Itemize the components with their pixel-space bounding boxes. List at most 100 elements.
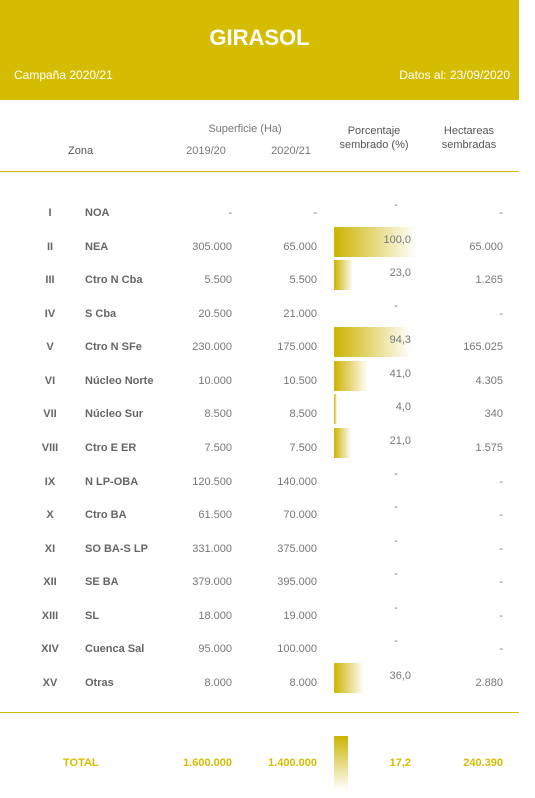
zone: NEA — [85, 240, 109, 253]
row-number: V — [46, 341, 54, 354]
pct-value: - — [394, 299, 398, 312]
col-header: Porcentaje sembrado (%) — [339, 125, 409, 151]
row-number: IX — [44, 475, 56, 488]
row-number: I — [48, 207, 52, 219]
value: 7.500 — [204, 441, 232, 454]
rule — [0, 712, 519, 713]
value: 8.000 — [289, 676, 317, 689]
value: 10.000 — [198, 374, 232, 387]
date: Datos al: 23/09/2020 — [399, 68, 510, 82]
total-label: TOTAL — [63, 757, 99, 769]
pct-bar — [334, 327, 412, 358]
value: - — [313, 207, 317, 219]
pct-value: - — [394, 534, 398, 547]
value: 140.000 — [277, 475, 317, 488]
value: 8.500 — [204, 408, 232, 421]
row-number: III — [45, 274, 55, 287]
value: 19.000 — [283, 609, 317, 622]
row-number: VII — [43, 408, 57, 421]
value: 165.025 — [463, 341, 503, 354]
pct-bar — [334, 427, 352, 458]
row-number: X — [46, 509, 54, 522]
value: 95.000 — [198, 643, 232, 656]
value: 20.500 — [198, 307, 232, 320]
rule — [0, 171, 519, 172]
pct-value: - — [394, 199, 398, 211]
pct-value: 23,0 — [389, 267, 411, 280]
value: - — [499, 307, 503, 320]
header-band — [0, 0, 519, 100]
value: 5.500 — [289, 274, 317, 287]
pct-bar — [334, 736, 349, 790]
pct-value: 21,0 — [389, 434, 411, 447]
title: GIRASOL — [209, 25, 310, 50]
total-value: 1.600.000 — [183, 757, 232, 769]
value: 8.000 — [204, 676, 232, 689]
pct-bar — [334, 394, 338, 425]
col-header: Superficie (Ha) — [208, 123, 282, 135]
pct-value: 36,0 — [389, 669, 411, 682]
zone: Ctro N SFe — [85, 341, 142, 354]
zone: Otras — [85, 676, 114, 689]
value: 100.000 — [277, 643, 317, 656]
row-number: XIII — [41, 609, 59, 622]
zone: SE BA — [85, 576, 119, 589]
pct-value: - — [394, 501, 398, 514]
row-number: IV — [44, 307, 56, 320]
value: 120.500 — [192, 475, 232, 488]
row-number: XIV — [41, 643, 59, 656]
value: 65.000 — [469, 240, 503, 253]
zone: Núcleo Sur — [85, 408, 144, 421]
value: - — [499, 475, 503, 488]
campaign: Campaña 2020/21 — [14, 68, 113, 82]
value: - — [499, 207, 503, 219]
zone: Ctro E ER — [85, 441, 137, 454]
value: - — [499, 643, 503, 656]
row-number: VIII — [41, 441, 59, 454]
zone: Cuenca Sal — [85, 643, 145, 656]
pct-bar — [334, 360, 368, 391]
zone: SO BA-S LP — [85, 542, 148, 555]
value: - — [499, 576, 503, 589]
value: 65.000 — [283, 240, 317, 253]
value: 2.880 — [475, 676, 503, 689]
value: 331.000 — [192, 542, 232, 555]
value: - — [499, 542, 503, 555]
value: 340 — [484, 408, 503, 421]
row-number: XI — [44, 542, 56, 555]
value: 305.000 — [192, 240, 232, 253]
row-number: VI — [44, 374, 56, 387]
value: 5.500 — [204, 274, 232, 287]
value: 1.265 — [475, 274, 503, 287]
zone: Ctro BA — [85, 509, 127, 522]
col-header: 2020/21 — [271, 145, 311, 157]
value: - — [499, 609, 503, 622]
pct-value: 100,0 — [383, 233, 411, 246]
pct-value: - — [394, 601, 398, 614]
pct-value: - — [394, 467, 398, 480]
row-number: XV — [42, 676, 58, 689]
row-number: XII — [43, 576, 57, 589]
pct-value: 4,0 — [395, 401, 411, 414]
zone: SL — [85, 609, 100, 622]
value: 230.000 — [192, 341, 232, 354]
value: 1.575 — [475, 441, 503, 454]
col-header: 2019/20 — [186, 145, 226, 157]
total-value: 1.400.000 — [268, 757, 317, 769]
col-header: Hectareas sembradas — [441, 125, 497, 151]
value: - — [499, 509, 503, 522]
col-header: Zona — [68, 145, 94, 157]
total-value: 240.390 — [463, 757, 503, 769]
pct-bar — [334, 226, 416, 257]
value: 379.000 — [192, 576, 232, 589]
value: 18.000 — [198, 609, 232, 622]
zone: NOA — [85, 207, 110, 219]
value: 375.000 — [277, 542, 317, 555]
value: - — [228, 207, 232, 219]
pct-value: - — [394, 635, 398, 648]
pct-bar — [334, 662, 364, 693]
value: 4.305 — [475, 374, 503, 387]
value: 61.500 — [198, 509, 232, 522]
zone: S Cba — [85, 307, 117, 320]
